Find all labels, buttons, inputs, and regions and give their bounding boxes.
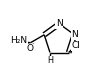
Text: N: N [56,19,63,28]
Text: H: H [47,56,53,65]
Text: Cl: Cl [71,41,80,50]
Text: O: O [27,44,34,53]
Text: N: N [71,30,78,39]
Text: H₂N: H₂N [10,36,28,45]
